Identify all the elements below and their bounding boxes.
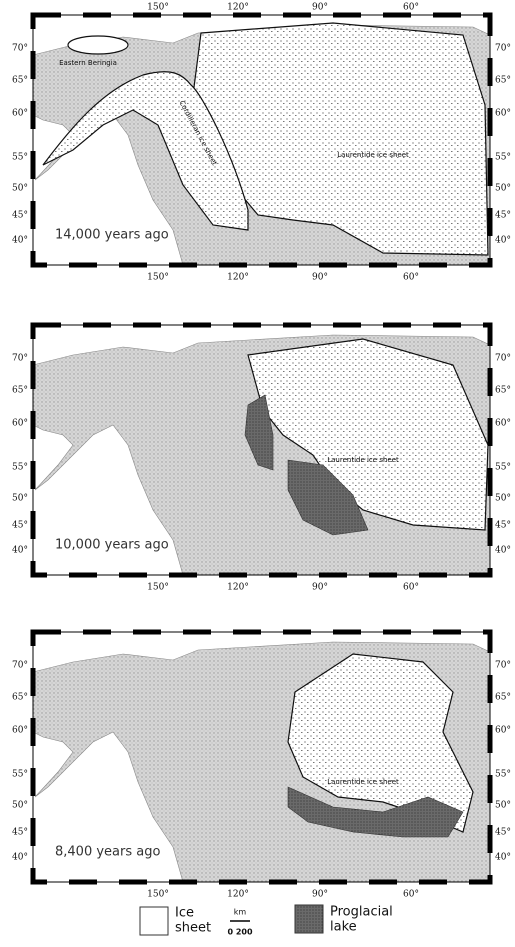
frame (32, 324, 491, 576)
latitude-label: 65° (12, 693, 28, 703)
latitude-label: 55° (12, 770, 28, 780)
latitude-label: 40° (12, 236, 28, 246)
latitude-label: 45° (495, 211, 511, 221)
latitude-label: 70° (495, 44, 511, 54)
latitude-label: 45° (495, 828, 511, 838)
latitude-label: 50° (12, 801, 28, 811)
latitude-label: 60° (12, 109, 28, 119)
latitude-label: 50° (495, 801, 511, 811)
latitude-label: 65° (495, 76, 511, 86)
scale-unit: km (234, 908, 247, 917)
legend-lake-label: Proglacial (330, 905, 393, 920)
latitude-label: 50° (12, 184, 28, 194)
legend-ice-label: Ice (175, 906, 194, 921)
latitude-label: 60° (495, 109, 511, 119)
proglacial-lake (287, 786, 464, 838)
latitude-label: 45° (12, 828, 28, 838)
latitude-label: 40° (495, 853, 511, 863)
latitude-label: 45° (495, 521, 511, 531)
longitude-label: 120° (227, 273, 249, 283)
frame (32, 631, 491, 883)
longitude-label: 150° (147, 583, 169, 593)
map-panel: Laurentide ice sheet 10,000 years ago 70° 7… (12, 322, 511, 593)
latitude-label: 40° (495, 236, 511, 246)
latitude-label: 50° (495, 494, 511, 504)
latitude-label: 70° (12, 44, 28, 54)
longitude-label: 90° (312, 273, 328, 283)
latitude-label: 40° (12, 546, 28, 556)
latitude-label: 70° (495, 354, 511, 364)
beringia-ice (67, 35, 129, 55)
latitude-label: 70° (12, 354, 28, 364)
region-label: Eastern Beringia (59, 59, 117, 67)
longitude-label: 90° (312, 890, 328, 900)
longitude-label: 120° (227, 583, 249, 593)
latitude-label: 60° (495, 419, 511, 429)
longitude-label: 60° (403, 3, 419, 13)
latitude-label: 65° (495, 693, 511, 703)
latitude-label: 55° (12, 463, 28, 473)
latitude-label: 55° (495, 153, 511, 163)
latitude-label: 65° (12, 386, 28, 396)
region-label: Laurentide ice sheet (327, 456, 399, 464)
legend-lake-label: lake (330, 920, 357, 935)
longitude-label: 60° (403, 890, 419, 900)
scale-values: 0 200 (227, 928, 252, 937)
latitude-label: 60° (495, 726, 511, 736)
latitude-label: 55° (495, 770, 511, 780)
latitude-label: 45° (12, 211, 28, 221)
legend-ice-swatch (139, 906, 169, 936)
longitude-label: 90° (312, 583, 328, 593)
latitude-label: 50° (12, 494, 28, 504)
longitude-label: 150° (147, 890, 169, 900)
latitude-label: 55° (495, 463, 511, 473)
latitude-label: 45° (12, 521, 28, 531)
latitude-label: 70° (495, 661, 511, 671)
latitude-label: 65° (495, 386, 511, 396)
cordilleran-ice-sheet (42, 71, 249, 231)
latitude-label: 40° (495, 546, 511, 556)
age-label: 10,000 years ago (55, 538, 169, 553)
longitude-label: 150° (147, 273, 169, 283)
latitude-label: 55° (12, 153, 28, 163)
frame (32, 14, 491, 266)
latitude-label: 65° (12, 76, 28, 86)
latitude-label: 60° (12, 419, 28, 429)
longitude-label: 120° (227, 890, 249, 900)
laurentide-ice-sheet (287, 653, 474, 833)
region-label: Laurentide ice sheet (327, 778, 399, 786)
latitude-label: 60° (12, 726, 28, 736)
map-panel: Laurentide ice sheet 8,400 years ago 70° 70… (12, 629, 511, 900)
longitude-label: 90° (312, 3, 328, 13)
latitude-label: 50° (495, 184, 511, 194)
laurentide-ice-sheet (247, 338, 489, 531)
latitude-label: 40° (12, 853, 28, 863)
longitude-label: 150° (147, 3, 169, 13)
latitude-label: 70° (12, 661, 28, 671)
legend-lake-swatch (294, 904, 324, 934)
longitude-label: 120° (227, 3, 249, 13)
proglacial-lake (287, 459, 369, 536)
legend-ice-label: sheet (175, 921, 211, 936)
longitude-label: 60° (403, 583, 419, 593)
region-label: Laurentide ice sheet (337, 151, 409, 159)
proglacial-lake (244, 394, 274, 471)
longitude-label: 60° (403, 273, 419, 283)
age-label: 14,000 years ago (55, 228, 169, 243)
age-label: 8,400 years ago (55, 845, 160, 860)
